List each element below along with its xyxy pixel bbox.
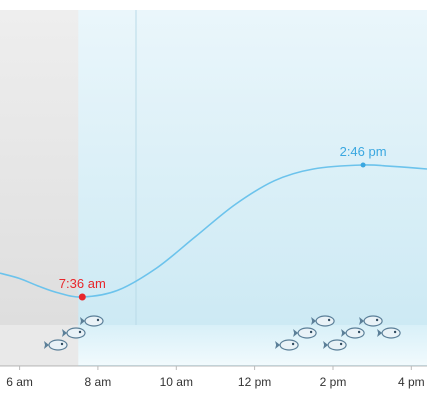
x-tick-label: 8 am <box>85 375 112 389</box>
fish-icon <box>80 315 104 327</box>
x-tick-label: 2 pm <box>320 375 347 389</box>
fish-icon <box>323 339 347 351</box>
fish-icon <box>359 315 383 327</box>
high-tide-time-label: 2:46 pm <box>340 144 387 159</box>
fish-icon <box>293 327 317 339</box>
x-tick-label: 10 am <box>160 375 193 389</box>
low-tide-time-label: 7:36 am <box>59 276 106 291</box>
fish-activity-layer <box>44 315 401 351</box>
fish-icon <box>311 315 335 327</box>
tide-line <box>0 164 427 298</box>
x-tick-label: 4 pm <box>398 375 425 389</box>
x-tick-label: 12 pm <box>238 375 271 389</box>
tide-events: 7:36 am 2:46 pm <box>59 144 387 301</box>
fish-icon <box>44 339 68 351</box>
low-tide-marker[interactable] <box>78 293 86 301</box>
x-tick-label: 6 am <box>6 375 33 389</box>
night-shaded-region <box>0 10 79 366</box>
high-tide-marker[interactable] <box>360 162 366 168</box>
x-axis-ticks: 6 am 8 am 10 am 12 pm 2 pm 4 pm <box>6 366 425 389</box>
fish-icon <box>377 327 401 339</box>
fish-icon <box>341 327 365 339</box>
fish-icon <box>62 327 86 339</box>
fish-icon <box>275 339 299 351</box>
